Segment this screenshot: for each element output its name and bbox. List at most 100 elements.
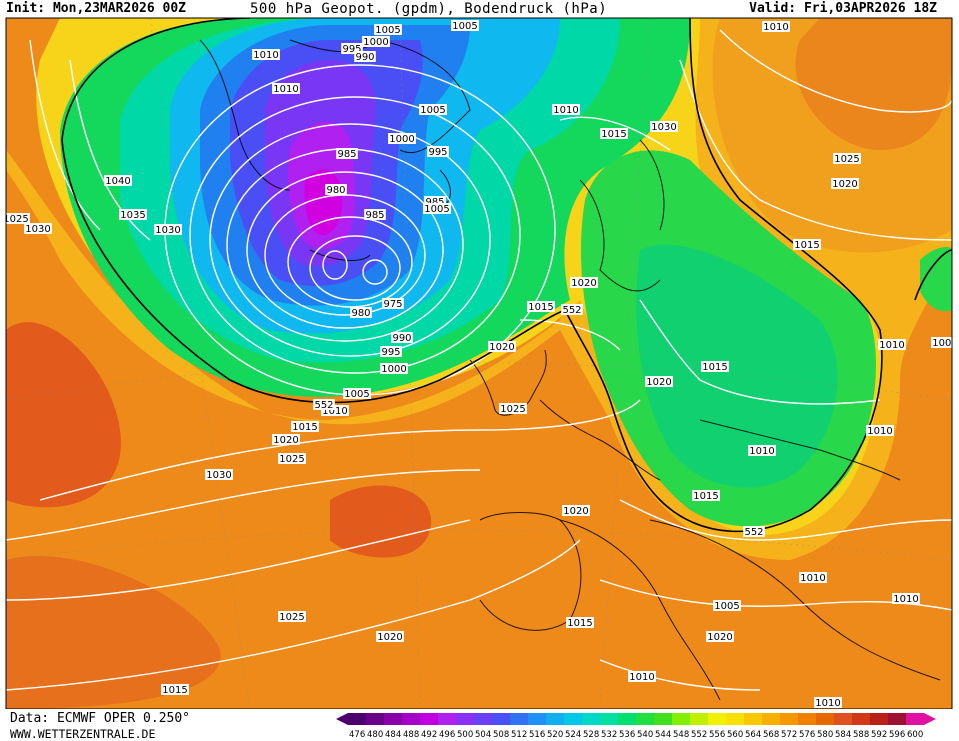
legend-swatch	[366, 713, 384, 725]
legend-tick-label: 596	[889, 730, 905, 740]
legend-swatch	[582, 713, 600, 725]
isobar-label: 1015	[567, 618, 592, 629]
label-background	[748, 445, 776, 456]
label-background	[291, 421, 319, 432]
legend-tick-label: 560	[727, 730, 743, 740]
legend-arrow-right	[924, 713, 936, 725]
isobar-label: 1015	[528, 302, 553, 313]
legend-tick-label: 476	[349, 730, 365, 740]
legend-tick-label: 548	[673, 730, 689, 740]
legend-tick-label: 484	[385, 730, 401, 740]
isobar-label: 1010	[893, 594, 918, 605]
label-background	[561, 304, 583, 315]
init-time: Init: Mon,23MAR2026 00Z	[6, 1, 187, 16]
isobar-label: 1000	[381, 364, 406, 375]
isobar-label: 1010	[273, 84, 298, 95]
legend-tick-label: 496	[439, 730, 455, 740]
label-background	[362, 36, 390, 47]
chart-title: 500 hPa Geopot. (gpdm), Bodendruck (hPa)	[250, 1, 608, 17]
label-background	[566, 617, 594, 628]
high-pressure-label: 1035	[120, 210, 145, 221]
label-background	[419, 104, 447, 115]
high-pressure-label: 1030	[25, 224, 50, 235]
isobar-label: 1005	[452, 21, 477, 32]
isobar-label: 995	[342, 44, 361, 55]
legend-tick-label: 488	[403, 730, 419, 740]
label-background	[321, 405, 349, 416]
field-544-europe	[636, 244, 838, 488]
isobar-label: 1005	[344, 389, 369, 400]
isobar-label: 1005	[714, 601, 739, 612]
isobar-label: 1020	[707, 632, 732, 643]
label-background	[645, 376, 673, 387]
legend-swatch	[672, 713, 690, 725]
label-background	[374, 24, 402, 35]
legend-swatch	[384, 713, 402, 725]
label-background	[272, 434, 300, 445]
legend-swatch	[456, 713, 474, 725]
label-background	[600, 128, 628, 139]
legend-swatch	[690, 713, 708, 725]
isobar-label: 980	[326, 185, 345, 196]
isobar-label: 980	[351, 308, 370, 319]
legend-tick-label: 480	[367, 730, 383, 740]
high-pressure-label: 1030	[155, 225, 180, 236]
label-background	[562, 505, 590, 516]
legend-swatch	[726, 713, 744, 725]
label-background	[380, 363, 408, 374]
label-background	[161, 684, 189, 695]
legend-tick-label: 592	[871, 730, 887, 740]
isobar-label: 1010	[763, 22, 788, 33]
isobar-label: 1015	[693, 491, 718, 502]
legend-tick-label: 524	[565, 730, 581, 740]
label-background	[451, 20, 479, 31]
label-background	[793, 239, 821, 250]
isobar-label: 1000	[389, 134, 414, 145]
label-background	[336, 148, 358, 159]
legend-swatch	[618, 713, 636, 725]
legend-tick-label: 540	[637, 730, 653, 740]
isobar-label: 1005	[420, 105, 445, 116]
legend-swatch	[816, 713, 834, 725]
legend-swatch	[834, 713, 852, 725]
isobar-label: 1015	[162, 685, 187, 696]
legend-swatch	[528, 713, 546, 725]
legend-tick-label: 528	[583, 730, 599, 740]
label-background	[423, 203, 451, 214]
isobar-label: 1020	[273, 435, 298, 446]
label-background	[701, 361, 729, 372]
high-pressure-label: 1040	[105, 176, 130, 187]
field-584-west	[6, 322, 121, 508]
legend-tick-label: 552	[691, 730, 707, 740]
legend-swatch	[654, 713, 672, 725]
legend-tick-label: 508	[493, 730, 509, 740]
label-background	[552, 104, 580, 115]
legend-swatch	[510, 713, 528, 725]
legend-swatch	[420, 713, 438, 725]
isobar-label: 1010	[322, 406, 347, 417]
isobar-label: 1020	[563, 506, 588, 517]
legend-tick-label: 504	[475, 730, 491, 740]
label-background	[272, 83, 300, 94]
isobar-label: 1005	[424, 204, 449, 215]
label-background	[499, 403, 527, 414]
legend-swatch	[492, 713, 510, 725]
label-background	[488, 341, 516, 352]
legend-tick-label: 520	[547, 730, 563, 740]
website: WWW.WETTERZENTRALE.DE	[10, 727, 156, 741]
isobar-label: 985	[337, 149, 356, 160]
color-legend: 476 480 484 488 492 496 500 504 508 512 516 520 524 5…	[336, 713, 936, 740]
label-background	[931, 337, 952, 348]
coastlines	[199, 39, 941, 701]
geopotential-label: 552	[744, 527, 763, 538]
label-background	[382, 298, 404, 309]
legend-tick-label: 564	[745, 730, 761, 740]
label-background	[205, 469, 233, 480]
label-background	[376, 631, 404, 642]
label-background	[814, 697, 842, 708]
label-background	[154, 224, 182, 235]
label-background	[104, 175, 132, 186]
label-background	[354, 51, 376, 62]
high-pressure-label: 1025	[3, 214, 28, 225]
